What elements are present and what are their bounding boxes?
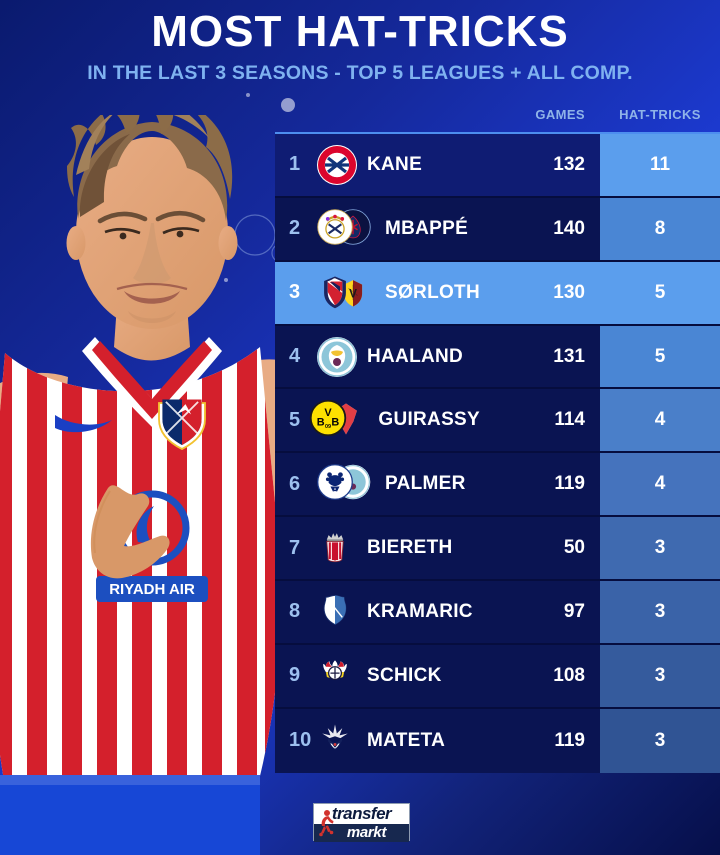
svg-text:RIYADH AIR: RIYADH AIR xyxy=(109,581,195,598)
svg-text:B: B xyxy=(332,417,340,429)
svg-text:B: B xyxy=(317,417,325,429)
svg-text:09: 09 xyxy=(325,424,331,430)
